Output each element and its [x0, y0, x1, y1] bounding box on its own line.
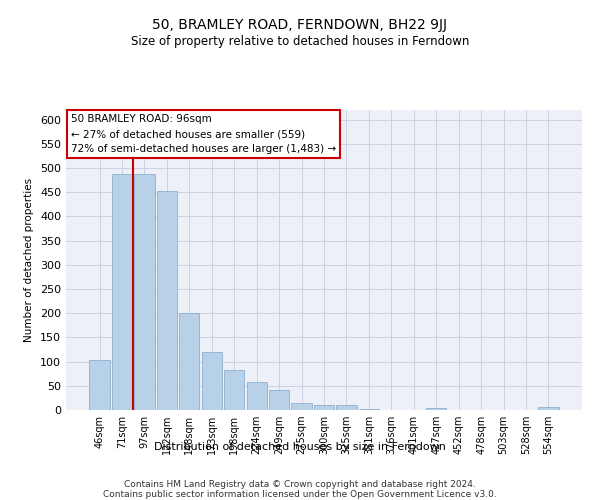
Bar [538, 407, 559, 410]
Y-axis label: Number of detached properties: Number of detached properties [25, 178, 34, 342]
Text: Contains public sector information licensed under the Open Government Licence v3: Contains public sector information licen… [103, 490, 497, 499]
Text: Distribution of detached houses by size in Ferndown: Distribution of detached houses by size … [154, 442, 446, 452]
Text: 50 BRAMLEY ROAD: 96sqm
← 27% of detached houses are smaller (559)
72% of semi-de: 50 BRAMLEY ROAD: 96sqm ← 27% of detached… [71, 114, 336, 154]
Bar [314, 405, 334, 410]
Bar [179, 313, 199, 410]
Text: Size of property relative to detached houses in Ferndown: Size of property relative to detached ho… [131, 35, 469, 48]
Bar [247, 382, 267, 410]
Bar [292, 402, 311, 410]
Bar [224, 370, 244, 410]
Bar [426, 408, 446, 410]
Bar [134, 174, 155, 410]
Bar [359, 409, 379, 410]
Bar [269, 390, 289, 410]
Text: 50, BRAMLEY ROAD, FERNDOWN, BH22 9JJ: 50, BRAMLEY ROAD, FERNDOWN, BH22 9JJ [152, 18, 448, 32]
Text: Contains HM Land Registry data © Crown copyright and database right 2024.: Contains HM Land Registry data © Crown c… [124, 480, 476, 489]
Bar [157, 192, 177, 410]
Bar [89, 360, 110, 410]
Bar [337, 404, 356, 410]
Bar [112, 174, 132, 410]
Bar [202, 352, 222, 410]
